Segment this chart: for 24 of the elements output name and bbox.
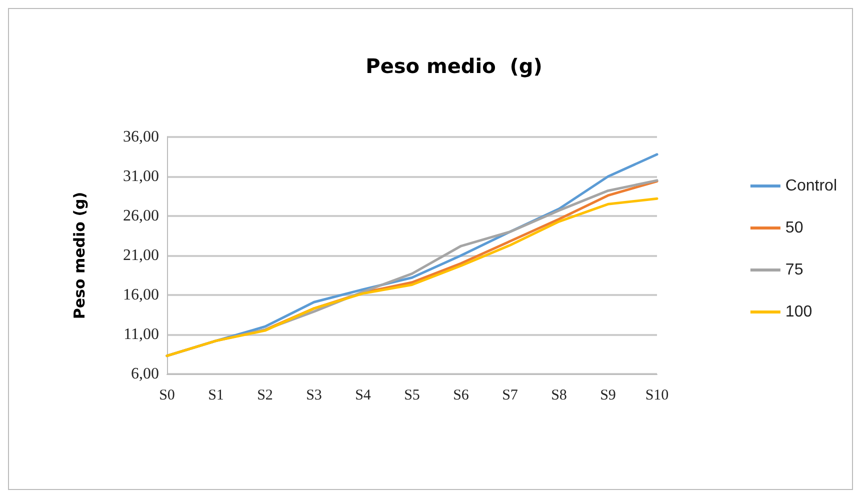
x-tick-label: S6 <box>453 388 470 404</box>
y-tick-label: 26,00 <box>123 208 159 224</box>
y-axis-title: Peso medio (g) <box>70 192 88 320</box>
y-tick-label: 36,00 <box>123 128 159 146</box>
y-tick-label: 16,00 <box>123 286 159 304</box>
x-tick-label: S10 <box>645 388 669 404</box>
y-tick-label: 11,00 <box>124 326 159 343</box>
x-tick-label: S5 <box>404 388 420 404</box>
x-tick-label: S8 <box>551 388 567 404</box>
legend-label: Control <box>785 178 837 194</box>
y-tick-label: 6,00 <box>131 366 159 382</box>
legend-label: 75 <box>785 262 804 278</box>
legend-label: 50 <box>785 220 804 236</box>
x-tick-label: S4 <box>355 388 372 404</box>
x-tick-label: S1 <box>208 388 224 404</box>
x-tick-label: S2 <box>257 388 273 404</box>
x-tick-label: S7 <box>502 388 518 404</box>
x-tick-label: S3 <box>306 388 322 404</box>
legend-label: 100 <box>785 304 812 320</box>
y-tick-label: 21,00 <box>123 247 159 264</box>
x-tick-label: S0 <box>159 388 175 404</box>
y-tick-label: 31,00 <box>123 168 159 185</box>
chart-title: Peso medio (g) <box>366 54 542 78</box>
x-tick-label: S9 <box>600 388 616 404</box>
